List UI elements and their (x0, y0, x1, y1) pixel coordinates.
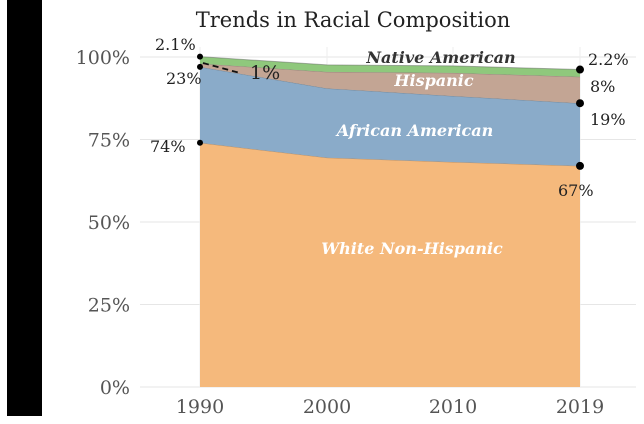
label-start-african: 23% (166, 69, 202, 88)
band-label-hispanic: Hispanic (393, 71, 473, 90)
x-tick-label: 2010 (429, 396, 477, 418)
label-end-white: 67% (558, 181, 594, 200)
y-tick-label: 75% (88, 130, 130, 152)
band-label-native-american: Native American (365, 48, 515, 67)
x-tick-label: 1990 (176, 396, 224, 418)
y-tick-label: 0% (100, 377, 130, 399)
y-tick-label: 25% (88, 295, 130, 317)
x-tick-label: 2000 (303, 396, 351, 418)
data-point-marker (197, 63, 203, 70)
label-end-hispanic: 8% (590, 77, 615, 96)
band-label-african-american: African American (335, 121, 494, 140)
point-markers (197, 53, 584, 170)
label-start-white: 74% (150, 137, 186, 156)
axis-labels: 0% 25% 50% 75% 100% 1990 2000 2010 2019 (76, 47, 605, 418)
hispanic-callout-line (202, 62, 241, 74)
label-end-native: 2.2% (588, 50, 629, 69)
chart-areas (199, 56, 581, 387)
y-tick-label: 50% (88, 212, 130, 234)
data-point-marker (576, 161, 584, 170)
data-point-marker (197, 53, 203, 60)
area-native-american (200, 56, 580, 77)
label-start-native: 2.1% (155, 35, 196, 54)
area-african-american (200, 66, 580, 166)
area-edge-native-american (199, 56, 581, 71)
label-start-hispanic: 1% (250, 62, 280, 84)
label-end-african: 19% (590, 110, 626, 129)
black-side-bar (7, 0, 42, 416)
band-label-white-non-hispanic: White Non-Hispanic (321, 239, 503, 258)
area-hispanic (200, 63, 580, 104)
data-point-marker (576, 65, 584, 74)
x-tick-label: 2019 (556, 396, 604, 418)
area-white-non-hispanic (200, 142, 580, 387)
data-point-marker (576, 99, 584, 108)
y-tick-label: 100% (76, 47, 130, 69)
data-point-marker (197, 139, 203, 146)
chart-title: Trends in Racial Composition (196, 8, 511, 32)
